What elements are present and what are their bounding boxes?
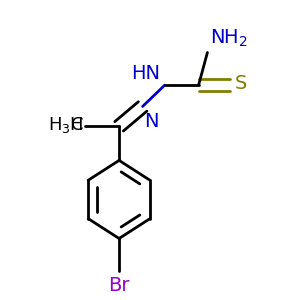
Text: H: H [69, 116, 82, 134]
Text: $\mathregular{H_3C}$: $\mathregular{H_3C}$ [48, 115, 84, 135]
Text: NH$_2$: NH$_2$ [210, 28, 248, 49]
Text: S: S [235, 74, 247, 94]
Text: HN: HN [131, 64, 160, 83]
Text: Br: Br [108, 276, 130, 295]
Text: N: N [144, 112, 159, 130]
